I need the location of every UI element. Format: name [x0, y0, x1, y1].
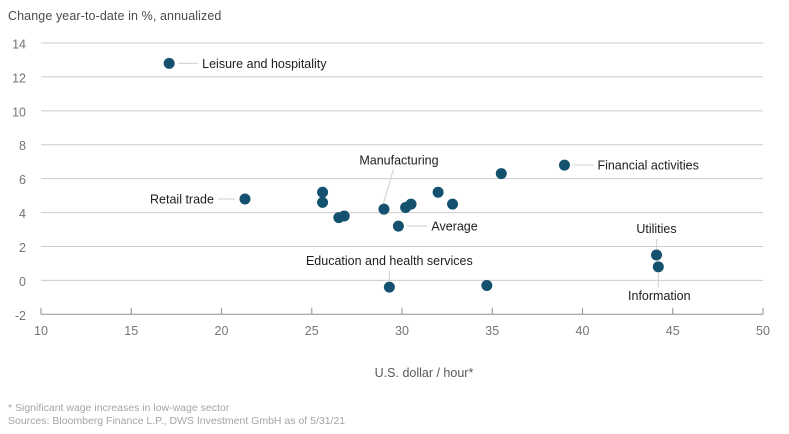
x-tick-label-35: 35 — [485, 324, 499, 338]
data-point — [481, 279, 493, 291]
y-tick-label-6: 6 — [19, 173, 26, 187]
point-label-retail-trade: Retail trade — [150, 192, 214, 206]
y-tick-label-2: 2 — [19, 241, 26, 255]
point-label-average: Average — [431, 220, 477, 234]
chart-title: Change year-to-date in %, annualized — [8, 9, 222, 23]
x-tick-label-30: 30 — [395, 324, 409, 338]
data-point-retail-trade — [239, 193, 251, 205]
y-tick-label-10: 10 — [12, 105, 26, 119]
x-tick-label-25: 25 — [305, 324, 319, 338]
data-point-manufacturing — [378, 203, 390, 215]
footnote-significance: * Significant wage increases in low-wage… — [8, 402, 230, 414]
data-point — [317, 186, 329, 198]
y-tick-label-8: 8 — [19, 139, 26, 153]
data-point-information — [652, 261, 664, 273]
data-point — [447, 198, 459, 210]
point-label-education-and-health-services: Education and health services — [306, 254, 473, 268]
data-point-financial-activities — [558, 159, 570, 171]
point-label-leisure-and-hospitality: Leisure and hospitality — [202, 57, 327, 71]
y-tick-label-4: 4 — [19, 207, 26, 221]
leader-line-manufacturing — [382, 169, 395, 206]
point-label-financial-activities: Financial activities — [597, 159, 698, 173]
y-tick-label-12: 12 — [12, 71, 26, 85]
data-point-leisure-and-hospitality — [163, 57, 175, 69]
data-point-utilities — [651, 249, 663, 261]
data-point — [495, 168, 507, 180]
data-point-education-and-health-services — [383, 281, 395, 293]
point-label-manufacturing: Manufacturing — [359, 154, 438, 168]
footnote-sources: Sources: Bloomberg Finance L.P., DWS Inv… — [8, 414, 346, 427]
y-tick-label-14: 14 — [12, 38, 26, 52]
y-tick-label--2: -2 — [15, 309, 26, 323]
x-tick-label-45: 45 — [666, 324, 680, 338]
footnotes: * Significant wage increases in low-wage… — [8, 402, 345, 427]
x-tick-label-50: 50 — [756, 324, 770, 338]
x-tick-label-40: 40 — [576, 324, 590, 338]
data-point-average — [392, 220, 404, 232]
x-tick-label-20: 20 — [215, 324, 229, 338]
y-tick-label-0: 0 — [19, 275, 26, 289]
x-axis-label: U.S. dollar / hour* — [374, 366, 474, 380]
point-label-information: Information — [628, 289, 691, 303]
data-point — [338, 210, 350, 222]
data-point — [405, 198, 417, 210]
point-label-utilities: Utilities — [636, 222, 676, 236]
x-tick-label-15: 15 — [124, 324, 138, 338]
data-point — [432, 186, 444, 198]
x-tick-label-10: 10 — [34, 324, 48, 338]
data-point — [317, 196, 329, 208]
